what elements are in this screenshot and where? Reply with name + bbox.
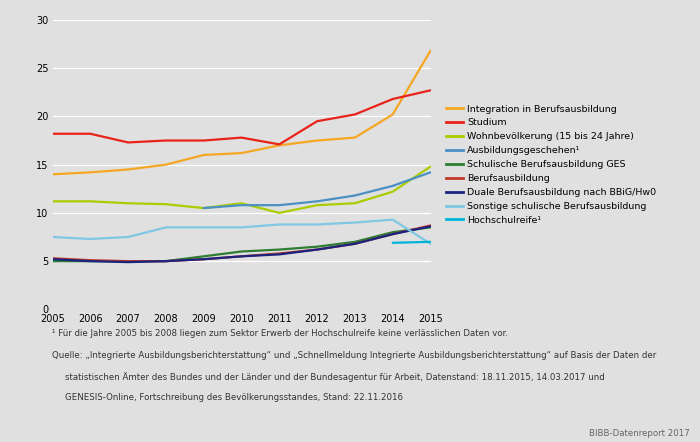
Text: ¹ Für die Jahre 2005 bis 2008 liegen zum Sektor Erwerb der Hochschulreife keine : ¹ Für die Jahre 2005 bis 2008 liegen zum… [52,329,508,338]
Text: BIBB-Datenreport 2017: BIBB-Datenreport 2017 [589,429,690,438]
Text: statistischen Ämter des Bundes und der Länder und der Bundesagentur für Arbeit, : statistischen Ämter des Bundes und der L… [65,372,605,381]
Legend: Integration in Berufsausbildung, Studium, Wohnbevölkerung (15 bis 24 Jahre), Aus: Integration in Berufsausbildung, Studium… [446,104,657,225]
Text: GENESIS-Online, Fortschreibung des Bevölkerungsstandes, Stand: 22.11.2016: GENESIS-Online, Fortschreibung des Bevöl… [65,393,403,402]
Text: Quelle: „Integrierte Ausbildungsberichterstattung“ und „Schnellmeldung Integrier: Quelle: „Integrierte Ausbildungsberichte… [52,351,657,359]
